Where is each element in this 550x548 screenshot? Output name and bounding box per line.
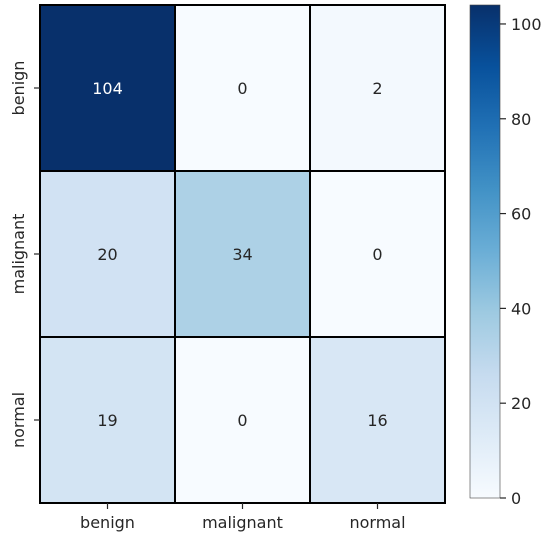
colorbar-tick-label-80: 80: [511, 110, 531, 129]
cell-value-normal-malignant: 0: [237, 411, 247, 430]
x-tick-label-malignant: malignant: [202, 513, 283, 532]
colorbar-tick-label-100: 100: [511, 15, 542, 34]
x-tick-label-benign: benign: [80, 513, 135, 532]
heatmap-cell-malignant-normal: [309, 170, 446, 338]
cell-value-malignant-normal: 0: [372, 245, 382, 264]
heatmap-cells: [39, 4, 446, 504]
colorbar-gradient: [470, 5, 500, 498]
x-axis-ticks: benign malignant normal: [80, 503, 406, 532]
x-tick-label-normal: normal: [349, 513, 405, 532]
heatmap-cell-normal-malignant: [174, 336, 311, 504]
cell-value-normal-normal: 16: [367, 411, 387, 430]
cell-value-normal-benign: 19: [97, 411, 117, 430]
colorbar-tick-label-60: 60: [511, 205, 531, 224]
y-tick-label-benign: benign: [9, 61, 28, 116]
cell-value-benign-benign: 104: [92, 79, 123, 98]
heatmap-cell-malignant-benign: [39, 170, 176, 338]
colorbar-tick-label-40: 40: [511, 299, 531, 318]
heatmap-cell-benign-malignant: [174, 4, 311, 172]
colorbar-outline: [469, 4, 501, 499]
cell-value-malignant-benign: 20: [97, 245, 117, 264]
heatmap-cell-benign-benign: [39, 4, 176, 172]
cell-value-malignant-malignant: 34: [232, 245, 252, 264]
cell-annotations: 104 0 2 20 34 0 19 0 16: [92, 79, 387, 430]
colorbar-tick-label-0: 0: [511, 489, 521, 508]
cell-value-benign-malignant: 0: [237, 79, 247, 98]
y-tick-label-normal: normal: [9, 392, 28, 448]
y-axis-ticks: benign malignant normal: [9, 61, 40, 448]
cell-value-benign-normal: 2: [372, 79, 382, 98]
colorbar-tick-label-20: 20: [511, 394, 531, 413]
colorbar: 0 20 40 60 80 100: [469, 4, 542, 508]
heatmap-cell-malignant-malignant: [174, 170, 311, 338]
y-tick-label-malignant: malignant: [9, 214, 28, 295]
